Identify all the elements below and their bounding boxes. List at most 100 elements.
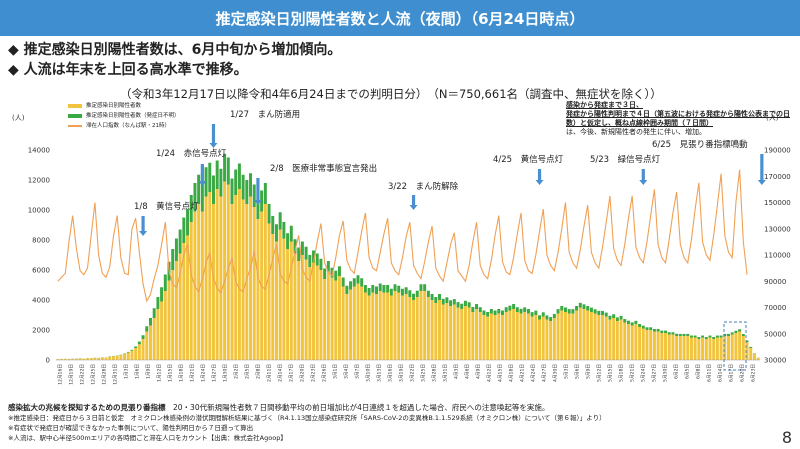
bar-unknown xyxy=(412,293,416,300)
bar-unknown xyxy=(267,204,271,224)
bar-unknown xyxy=(211,175,215,204)
bar-main xyxy=(104,357,108,360)
annotation-arrow-shaft xyxy=(760,154,764,180)
bar-main xyxy=(182,243,186,360)
bar-main xyxy=(149,325,152,360)
bar-unknown xyxy=(438,294,441,300)
annotation-arrow-shaft xyxy=(200,164,204,181)
x-tick-label: 5月12日 xyxy=(597,364,603,382)
bar-unknown xyxy=(504,307,508,312)
bar-main xyxy=(186,235,190,360)
footer-notes: 感染拡大の兆候を探知するための見張り番指標 20・30代新規陽性者数７日間移動平… xyxy=(8,403,606,443)
x-tick-label: 12月25日 xyxy=(91,364,97,385)
pending-period-box xyxy=(723,321,747,371)
legend-swatch-green xyxy=(68,114,82,118)
annotation-label: 1/24 赤信号点灯 xyxy=(156,148,227,159)
bar-main xyxy=(208,192,212,360)
bar-main xyxy=(712,339,716,360)
bar-main xyxy=(586,310,590,360)
bar-unknown xyxy=(638,324,642,327)
legend-item-line: 滞在人口指数（なんば駅・21時） xyxy=(68,121,180,131)
bar-main xyxy=(211,204,215,360)
right-tick-label: 170000 xyxy=(764,173,791,181)
bar-main xyxy=(278,229,282,360)
bar-main xyxy=(297,261,301,360)
bar-unknown xyxy=(519,308,523,314)
bar-main xyxy=(404,294,408,360)
left-tick-label: 2000 xyxy=(32,327,50,335)
x-tick-label: 1月9日 xyxy=(146,364,152,379)
bar-main xyxy=(730,334,734,360)
bar-main xyxy=(719,337,723,360)
bar-unknown xyxy=(330,267,334,278)
x-tick-label: 2月11日 xyxy=(267,364,273,382)
bar-main xyxy=(71,358,75,360)
bullet-1-text: 推定感染日別陽性者数は、6月中旬から増加傾向。 xyxy=(23,42,342,58)
bar-unknown xyxy=(323,268,327,279)
bar-unknown xyxy=(749,346,753,348)
bar-unknown xyxy=(145,326,149,332)
bar-main xyxy=(234,195,238,360)
bar-main xyxy=(649,330,653,360)
footer-line-4: ※人流は、駅中心半径500mエリアの各時間ごと滞在人口をカウント【出典：株式会社… xyxy=(8,434,287,442)
bar-main xyxy=(93,357,97,360)
page-number: 8 xyxy=(781,428,792,447)
bar-main xyxy=(752,354,756,360)
right-tick-label: 90000 xyxy=(764,278,786,286)
bar-main xyxy=(704,339,708,360)
bar-unknown xyxy=(704,337,708,339)
left-tick-label: 4000 xyxy=(32,297,50,305)
bar-main xyxy=(382,292,386,360)
bar-unknown xyxy=(563,307,567,312)
bar-unknown xyxy=(189,195,193,222)
bar-unknown xyxy=(686,333,690,336)
bar-unknown xyxy=(664,330,667,333)
x-tick-label: 3月10日 xyxy=(366,364,372,382)
bar-unknown xyxy=(271,216,275,234)
bar-main xyxy=(312,262,315,360)
bar-unknown xyxy=(715,335,719,338)
bar-main xyxy=(126,352,130,360)
bar-unknown xyxy=(404,287,408,294)
bar-unknown xyxy=(186,209,190,236)
bar-main xyxy=(152,318,156,360)
bar-main xyxy=(111,356,115,360)
footer-line-1: 感染拡大の兆候を探知するための見張り番指標 20・30代新規陽性者数７日間移動平… xyxy=(8,403,606,413)
bar-unknown xyxy=(701,335,705,338)
bar-unknown xyxy=(634,320,638,324)
bar-unknown xyxy=(593,309,597,314)
series-line-population xyxy=(57,169,748,303)
bar-unknown xyxy=(460,303,464,309)
bar-unknown xyxy=(215,160,219,189)
annotation-arrow-head xyxy=(409,205,418,210)
x-tick-label: 3月1日 xyxy=(333,364,339,379)
x-tick-label: 2月20日 xyxy=(300,364,306,382)
bar-unknown xyxy=(245,180,249,204)
bar-unknown xyxy=(523,307,527,312)
legend-item-unknown: 推定感染日別陽性者数（発症日不明） xyxy=(68,111,180,121)
bar-unknown xyxy=(319,258,323,270)
bar-unknown xyxy=(252,184,256,207)
footer-line-3: ※有症状で発症日が確認できなかった事例について、陽性判明日から７日遡って算出 xyxy=(8,424,254,432)
legend-label-unknown: 推定感染日別陽性者数（発症日不明） xyxy=(86,113,180,119)
bar-unknown xyxy=(356,275,360,284)
bar-main xyxy=(638,327,642,360)
legend-swatch-orange xyxy=(68,125,82,127)
annotation-arrow-head xyxy=(639,180,648,185)
bar-unknown xyxy=(623,319,627,323)
bar-main xyxy=(456,307,460,360)
x-tick-label: 5月30日 xyxy=(663,364,669,382)
bar-main xyxy=(141,339,145,360)
bar-unknown xyxy=(315,253,319,266)
bar-unknown xyxy=(137,341,141,345)
bar-main xyxy=(652,331,656,360)
bar-main xyxy=(738,331,742,360)
left-tick-label: 14000 xyxy=(28,147,50,155)
bar-unknown xyxy=(601,310,605,315)
x-tick-label: 5月6日 xyxy=(575,364,581,379)
annotation-label: 4/25 黄信号点灯 xyxy=(493,154,564,165)
bar-unknown xyxy=(141,335,145,339)
x-tick-label: 5月18日 xyxy=(619,364,625,382)
bar-main xyxy=(241,199,245,360)
bar-unknown xyxy=(293,239,297,254)
